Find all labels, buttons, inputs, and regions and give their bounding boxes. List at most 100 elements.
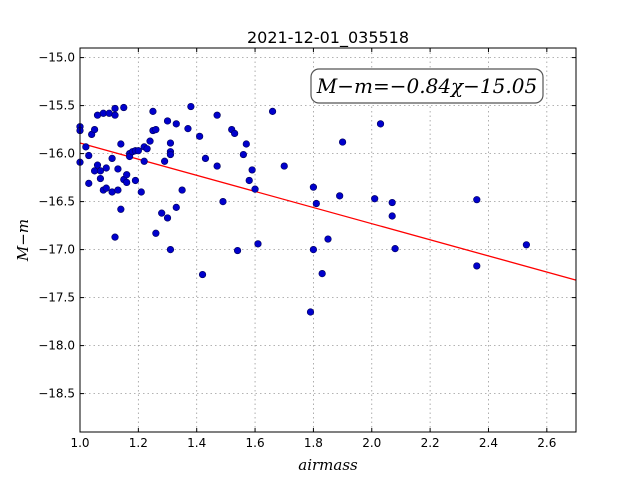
data-point xyxy=(146,137,154,145)
chart-title: 2021-12-01_035518 xyxy=(247,28,409,48)
data-point xyxy=(161,157,169,165)
data-point xyxy=(111,104,119,113)
data-point xyxy=(166,139,175,147)
x-tick-label: 2.4 xyxy=(479,436,498,450)
x-tick-label: 2.0 xyxy=(362,436,381,450)
grid-lines xyxy=(79,48,576,432)
data-point xyxy=(96,167,105,175)
data-point xyxy=(239,150,247,159)
data-point xyxy=(198,270,207,279)
data-point xyxy=(219,198,227,206)
data-point xyxy=(123,171,131,179)
data-point xyxy=(149,107,157,115)
data-point xyxy=(245,176,253,185)
data-point xyxy=(172,203,180,211)
x-tick-label: 2.6 xyxy=(537,436,556,450)
x-tick-label: 2.2 xyxy=(421,436,440,450)
data-point xyxy=(114,165,122,173)
data-point xyxy=(242,140,250,148)
data-point xyxy=(324,235,332,243)
data-point xyxy=(166,150,175,159)
data-point xyxy=(318,270,326,278)
data-point xyxy=(213,162,221,170)
data-point xyxy=(172,120,180,128)
data-point xyxy=(178,186,186,194)
data-point xyxy=(85,179,93,187)
data-point xyxy=(166,246,175,254)
axis-ticks: 1.0 1.2 1.4 1.6 1.8 2.0 2.2 2.4 2.6 −15.0 −15.5 −16… xyxy=(38,48,576,450)
data-point xyxy=(213,111,221,119)
data-points xyxy=(76,102,531,316)
y-tick-label: −17.0 xyxy=(38,243,75,257)
data-point xyxy=(388,198,396,207)
data-point xyxy=(309,246,318,254)
data-point xyxy=(111,233,119,241)
x-axis-label: airmass xyxy=(298,456,358,474)
data-point xyxy=(473,262,481,270)
fit-line xyxy=(79,142,577,281)
data-point xyxy=(123,178,131,186)
data-point xyxy=(391,245,399,253)
data-point xyxy=(251,185,259,193)
y-tick-label: −16.5 xyxy=(38,195,75,209)
data-point xyxy=(131,176,140,185)
data-point xyxy=(117,140,125,148)
fit-equation-box: M−m=−0.84χ−15.05 xyxy=(310,68,544,104)
data-point xyxy=(231,129,239,138)
x-tick-label: 1.6 xyxy=(246,436,265,450)
data-point xyxy=(102,184,110,192)
data-point xyxy=(163,214,172,222)
data-point xyxy=(117,205,125,213)
plot-frame xyxy=(79,47,577,433)
data-point xyxy=(152,229,160,237)
data-point xyxy=(306,308,315,316)
fit-equation-frame xyxy=(310,68,544,104)
x-tick-label: 1.4 xyxy=(187,436,206,450)
fit-equation: M−m=−0.84χ−15.05 xyxy=(316,74,537,98)
data-point xyxy=(85,151,93,160)
data-point xyxy=(280,162,288,170)
data-point xyxy=(338,138,347,146)
y-tick-label: −15.5 xyxy=(38,99,75,113)
y-axis-label: M−m xyxy=(14,219,32,262)
y-tick-label: −16.0 xyxy=(38,147,75,161)
data-point xyxy=(152,126,160,134)
x-tick-label: 1.8 xyxy=(304,436,323,450)
data-point xyxy=(143,145,151,153)
data-point xyxy=(96,174,105,183)
data-point xyxy=(309,183,318,191)
data-point xyxy=(90,126,99,134)
data-point xyxy=(184,125,192,133)
data-point xyxy=(376,120,385,128)
data-point xyxy=(137,188,145,196)
data-point xyxy=(201,154,210,162)
x-tick-label: 1.2 xyxy=(129,436,148,450)
y-tick-label: −18.0 xyxy=(38,339,75,353)
y-tick-label: −15.0 xyxy=(38,51,75,65)
data-point xyxy=(187,102,195,111)
data-point xyxy=(254,240,262,248)
data-point xyxy=(114,186,122,194)
data-point xyxy=(336,192,344,200)
data-point xyxy=(120,103,128,112)
data-point xyxy=(140,157,148,165)
data-point xyxy=(134,147,142,155)
x-tick-label: 1.0 xyxy=(70,436,89,450)
data-point xyxy=(102,164,110,172)
data-point xyxy=(233,246,242,255)
data-point xyxy=(82,143,90,151)
data-point xyxy=(93,161,102,169)
data-point xyxy=(522,241,531,249)
data-point xyxy=(108,154,116,162)
data-point xyxy=(371,195,379,203)
data-point xyxy=(111,111,119,119)
data-point xyxy=(268,107,277,115)
data-point xyxy=(248,166,256,174)
data-point xyxy=(312,199,320,208)
y-tick-label: −18.5 xyxy=(38,387,75,401)
data-point xyxy=(473,196,481,204)
data-point xyxy=(163,117,172,125)
y-tick-label: −17.5 xyxy=(38,291,75,305)
data-point xyxy=(196,132,204,140)
